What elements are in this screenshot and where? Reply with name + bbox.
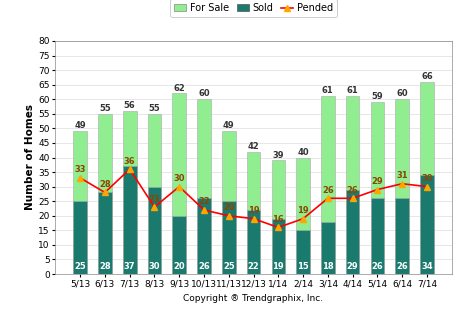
- Text: 28: 28: [99, 180, 111, 189]
- Text: 39: 39: [272, 151, 284, 159]
- Text: 15: 15: [297, 261, 309, 271]
- Text: 29: 29: [347, 261, 359, 271]
- Bar: [222, 131, 236, 274]
- Text: 61: 61: [322, 86, 334, 95]
- Text: 42: 42: [248, 142, 260, 151]
- Text: 20: 20: [173, 261, 185, 271]
- Text: 62: 62: [173, 83, 185, 93]
- Bar: [148, 186, 161, 274]
- Text: 31: 31: [396, 171, 408, 180]
- Text: 26: 26: [347, 186, 359, 195]
- Text: 30: 30: [421, 174, 433, 183]
- Bar: [420, 82, 434, 274]
- Bar: [148, 114, 161, 274]
- Bar: [123, 166, 136, 274]
- Text: 20: 20: [223, 203, 235, 212]
- Bar: [296, 230, 310, 274]
- Bar: [321, 96, 335, 274]
- Text: 28: 28: [99, 261, 111, 271]
- Legend: For Sale, Sold, Pended: For Sale, Sold, Pended: [171, 0, 337, 17]
- Bar: [371, 198, 384, 274]
- Bar: [346, 190, 360, 274]
- Bar: [396, 198, 409, 274]
- Text: 56: 56: [124, 101, 136, 110]
- Text: 60: 60: [198, 89, 210, 98]
- Bar: [98, 192, 112, 274]
- Text: 34: 34: [421, 261, 433, 271]
- Text: 19: 19: [297, 206, 309, 215]
- Bar: [172, 216, 186, 274]
- Bar: [321, 222, 335, 274]
- Text: 19: 19: [248, 206, 260, 215]
- Text: 55: 55: [148, 104, 160, 113]
- Bar: [73, 131, 87, 274]
- Text: 59: 59: [372, 92, 383, 101]
- Bar: [197, 99, 211, 274]
- Text: 30: 30: [149, 261, 160, 271]
- Text: 26: 26: [372, 261, 383, 271]
- Text: 36: 36: [124, 157, 136, 166]
- Bar: [98, 114, 112, 274]
- Bar: [247, 210, 260, 274]
- Text: 61: 61: [347, 86, 359, 95]
- Bar: [420, 175, 434, 274]
- Bar: [272, 160, 285, 274]
- Text: 26: 26: [322, 186, 334, 195]
- Y-axis label: Number of Homes: Number of Homes: [25, 105, 35, 210]
- Bar: [296, 158, 310, 274]
- Text: 37: 37: [124, 261, 136, 271]
- Text: 66: 66: [421, 72, 433, 81]
- X-axis label: Copyright ® Trendgraphix, Inc.: Copyright ® Trendgraphix, Inc.: [183, 294, 324, 303]
- Bar: [346, 96, 360, 274]
- Text: 26: 26: [396, 261, 408, 271]
- Text: 33: 33: [74, 165, 86, 175]
- Bar: [172, 93, 186, 274]
- Text: 49: 49: [74, 121, 86, 130]
- Text: 25: 25: [223, 261, 235, 271]
- Text: 22: 22: [248, 261, 260, 271]
- Bar: [247, 152, 260, 274]
- Text: 40: 40: [297, 148, 309, 157]
- Text: 19: 19: [272, 261, 284, 271]
- Text: 30: 30: [173, 174, 185, 183]
- Bar: [371, 102, 384, 274]
- Text: 60: 60: [396, 89, 408, 98]
- Text: 18: 18: [322, 261, 334, 271]
- Text: 55: 55: [99, 104, 111, 113]
- Text: 25: 25: [74, 261, 86, 271]
- Bar: [272, 219, 285, 274]
- Text: 16: 16: [272, 215, 284, 224]
- Text: 29: 29: [372, 177, 383, 186]
- Bar: [197, 198, 211, 274]
- Bar: [123, 111, 136, 274]
- Text: 22: 22: [198, 198, 210, 206]
- Text: 49: 49: [223, 121, 235, 130]
- Bar: [396, 99, 409, 274]
- Text: 26: 26: [198, 261, 210, 271]
- Text: 23: 23: [148, 195, 160, 203]
- Bar: [222, 201, 236, 274]
- Bar: [73, 201, 87, 274]
